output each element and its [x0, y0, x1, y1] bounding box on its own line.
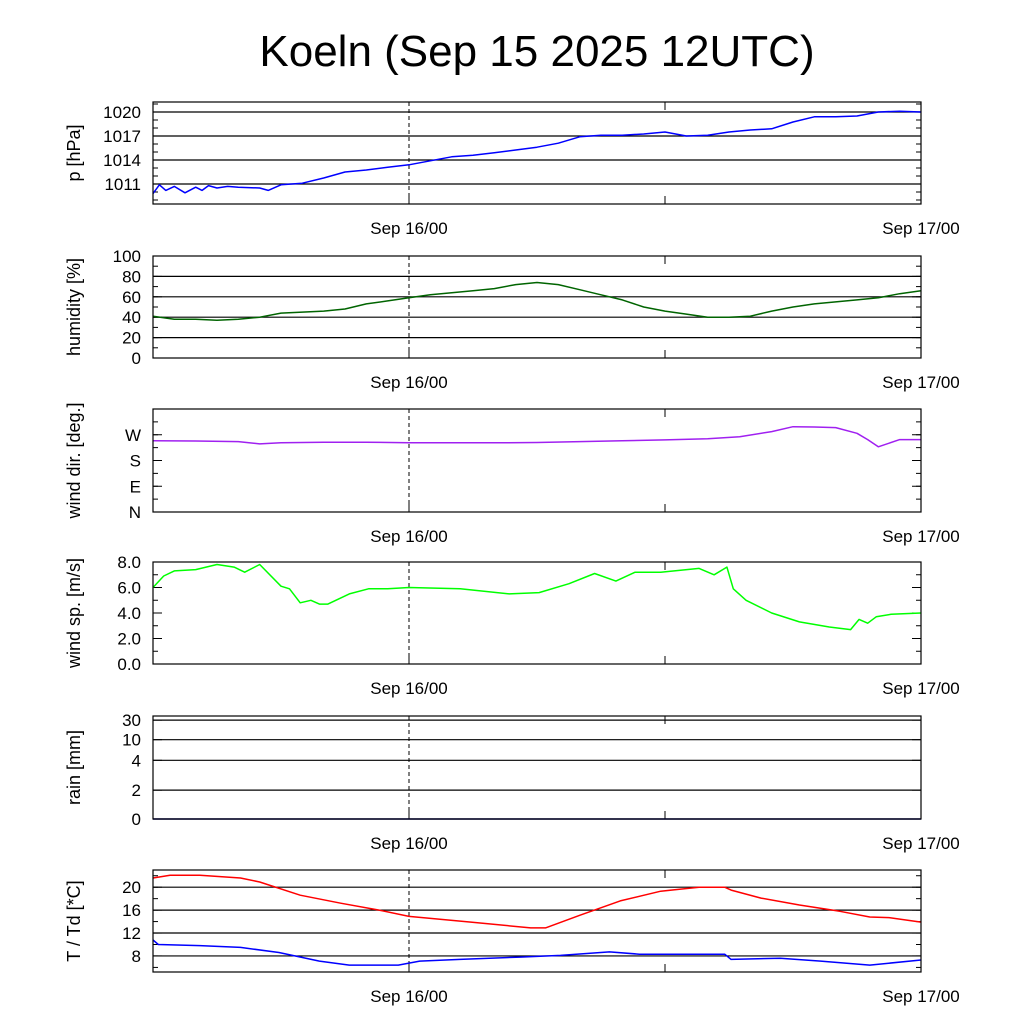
series-line-p	[152, 110, 922, 195]
y-tick-label: 2.0	[117, 630, 141, 649]
x-tick-label: Sep 16/00	[370, 527, 448, 546]
y-tick-label: 8	[132, 947, 141, 966]
y-tick-label: 8.0	[117, 553, 141, 572]
x-tick-label: Sep 17/00	[882, 527, 960, 546]
y-tick-label: 1017	[103, 127, 141, 146]
y-axis-label: humidity [%]	[64, 258, 84, 356]
y-tick-label: 4.0	[117, 604, 141, 623]
plot-frame	[152, 101, 922, 205]
panel-wind_speed: 0.0 2.0 4.0 6.0 8.0 wind sp. [m/s] Sep 16/00 Se…	[64, 553, 960, 698]
y-tick-label: 4	[132, 751, 141, 770]
y-tick-label: W	[125, 426, 141, 445]
y-tick-label: 0	[132, 810, 141, 829]
x-tick-label: Sep 17/00	[882, 219, 960, 238]
y-tick-label: N	[129, 503, 141, 522]
y-axis-label: rain [mm]	[64, 730, 84, 805]
series-line-t	[152, 874, 922, 929]
y-tick-label: 100	[113, 247, 141, 266]
panel-pressure: 1011 1014 1017 1020 p [hPa] Sep 16/00 Sep 17/0…	[64, 101, 960, 238]
y-tick-label: 1014	[103, 151, 141, 170]
y-tick-label: S	[130, 452, 141, 471]
y-tick-label: 60	[122, 288, 141, 307]
y-tick-label: 0	[132, 349, 141, 368]
x-tick-label: Sep 16/00	[370, 987, 448, 1006]
x-tick-label: Sep 16/00	[370, 679, 448, 698]
y-axis-label: wind dir. [deg.]	[64, 402, 84, 519]
y-tick-label: 20	[122, 878, 141, 897]
y-tick-label: 16	[122, 901, 141, 920]
x-tick-label: Sep 17/00	[882, 679, 960, 698]
series-line-wind-direction	[152, 425, 921, 448]
x-tick-label: Sep 16/00	[370, 373, 448, 392]
plot-frame	[152, 255, 922, 359]
y-axis-label: wind sp. [m/s]	[64, 558, 84, 669]
x-tick-label: Sep 17/00	[882, 373, 960, 392]
plot-frame	[152, 561, 922, 665]
series-line-humidity	[152, 281, 922, 322]
y-tick-label: 6.0	[117, 579, 141, 598]
series-line-td	[152, 939, 922, 966]
y-tick-label: 30	[122, 711, 141, 730]
y-tick-label: 20	[122, 329, 141, 348]
y-tick-label: 1011	[104, 175, 141, 194]
x-tick-label: Sep 16/00	[370, 219, 448, 238]
x-tick-label: Sep 16/00	[370, 834, 448, 853]
chart-title: Koeln (Sep 15 2025 12UTC)	[259, 27, 814, 76]
x-tick-label: Sep 17/00	[882, 987, 960, 1006]
y-tick-label: 1020	[103, 103, 141, 122]
plot-frame	[152, 869, 922, 973]
y-axis-label: p [hPa]	[64, 124, 84, 181]
x-tick-label: Sep 17/00	[882, 834, 960, 853]
y-tick-label: 10	[122, 731, 141, 750]
y-tick-label: 40	[122, 308, 141, 327]
y-tick-label: 0.0	[117, 655, 141, 674]
y-tick-label: 2	[132, 781, 141, 800]
panel-temperature: 8 12 16 20 T / Td [*C] Sep 16/00 Sep 17/00	[64, 869, 960, 1006]
y-axis-label: T / Td [*C]	[64, 880, 84, 961]
plot-frame	[152, 715, 922, 820]
y-tick-label: 12	[122, 924, 141, 943]
y-tick-label: 80	[122, 267, 141, 286]
series-line-wind-speed	[152, 563, 922, 631]
plot-frame	[152, 408, 922, 513]
y-tick-label: E	[130, 477, 141, 496]
